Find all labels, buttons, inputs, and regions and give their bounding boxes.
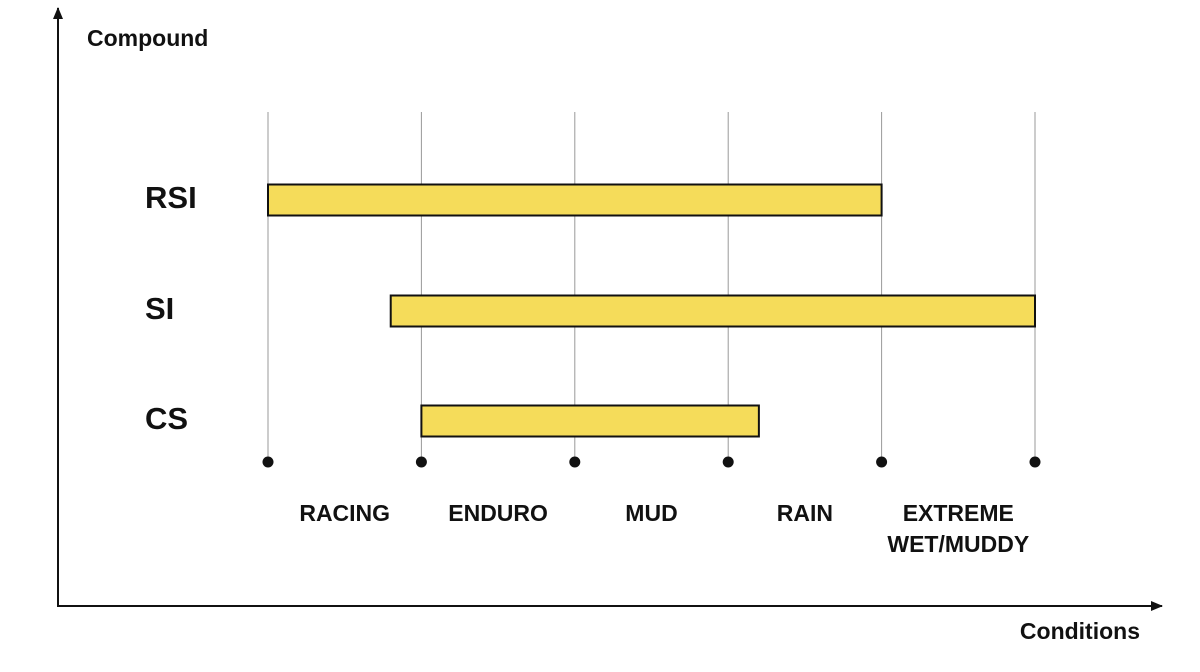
range-bar — [389, 294, 1037, 328]
x-category-label: RAIN — [776, 500, 833, 526]
tick-dot — [1029, 456, 1041, 468]
x-category-label: RACING — [299, 500, 391, 526]
tick-dot — [262, 456, 274, 468]
y-category-label: CS — [145, 401, 188, 436]
x-category-label: EXTREME WET/MUDDY — [887, 500, 1030, 557]
x-category-label: MUD — [625, 500, 678, 526]
tick-dot — [415, 456, 427, 468]
y-category-label: SI — [145, 291, 174, 326]
x-category-label: ENDURO — [448, 500, 548, 526]
y-axis-label: Compound — [87, 25, 208, 51]
x-axis-label: Conditions — [1020, 618, 1140, 644]
range-bar — [420, 404, 760, 438]
range-bar — [267, 183, 883, 217]
tick-dot — [876, 456, 888, 468]
y-category-label: RSI — [145, 180, 197, 215]
tick-dot — [569, 456, 581, 468]
tick-dot — [722, 456, 734, 468]
